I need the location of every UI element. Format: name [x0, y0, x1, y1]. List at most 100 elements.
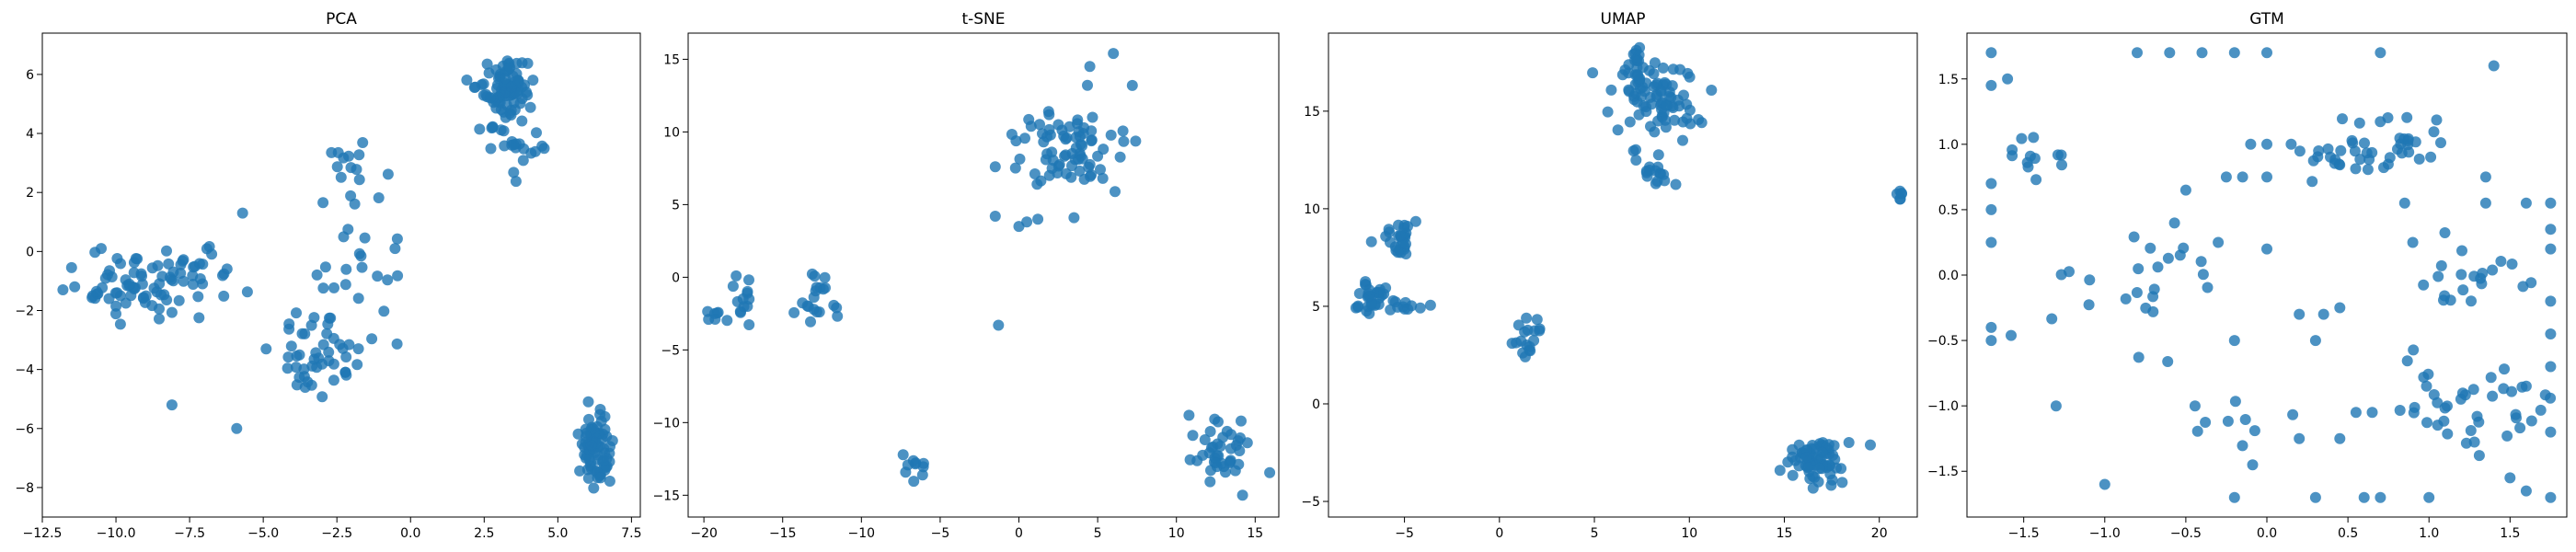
scatter-point [110, 308, 121, 320]
scatter-point [2084, 274, 2096, 286]
scatter-point [2261, 47, 2272, 59]
scatter-point [260, 343, 272, 355]
chart-title: t-SNE [961, 10, 1005, 29]
scatter-point [2120, 293, 2132, 305]
scatter-point [2317, 308, 2329, 320]
scatter-point [166, 306, 178, 318]
x-tick-label: 2.5 [474, 526, 494, 541]
scatter-point [326, 146, 338, 158]
scatter-point [154, 313, 165, 325]
scatter-point [2477, 268, 2489, 279]
scatter-point [2545, 426, 2557, 438]
y-tick-label: 0.5 [1938, 203, 1959, 218]
scatter-point [2247, 459, 2259, 471]
scatter-point [1602, 106, 1614, 118]
scatter-point [373, 192, 385, 203]
y-tick-label: −8 [15, 481, 34, 496]
scatter-point [743, 319, 755, 330]
scatter-point [2517, 281, 2529, 293]
scatter-point [2334, 302, 2346, 314]
y-tick-label: 0.0 [1938, 269, 1959, 283]
scatter-point [1350, 302, 1362, 314]
scatter-point [2421, 380, 2432, 392]
scatter-point [1365, 297, 1377, 309]
x-tick-label: −1.0 [2089, 526, 2121, 541]
scatter-point [382, 168, 394, 180]
scatter-point [1204, 476, 1216, 488]
scatter-point [1895, 188, 1907, 199]
scatter-point [1065, 171, 1077, 183]
scatter-point [1630, 155, 1642, 166]
scatter-point [1126, 79, 1138, 91]
scatter-point [897, 449, 909, 461]
scatter-point [2162, 356, 2174, 367]
scatter-point [114, 318, 126, 330]
scatter-point [2435, 137, 2446, 149]
scatter-point [1652, 149, 1664, 161]
scatter-point [721, 315, 733, 327]
scatter-point [1836, 477, 1848, 489]
scatter-point [65, 261, 77, 273]
scatter-point [508, 167, 520, 178]
scatter-point [1210, 457, 1222, 469]
scatter-point [1118, 135, 1130, 147]
scatter-point [2432, 270, 2444, 282]
scatter-point [338, 231, 350, 243]
scatter-point [2174, 249, 2186, 261]
scatter-point [585, 439, 597, 451]
scatter-point [353, 149, 365, 161]
scatter-point [2479, 197, 2491, 209]
scatter-point [110, 300, 122, 312]
scatter-point [293, 349, 305, 361]
x-tick-label: −0.5 [2170, 526, 2202, 541]
scatter-point [2099, 478, 2110, 490]
scatter-point [2179, 184, 2191, 196]
scatter-point [351, 359, 363, 371]
scatter-series [57, 55, 618, 494]
subplot-umap: UMAP −5 0 5 10 15 20 −5 0 5 10 15 [1301, 10, 1918, 541]
scatter-point [469, 81, 481, 93]
scatter-point [2196, 47, 2208, 59]
scatter-point [1229, 465, 1241, 477]
scatter-point [2228, 47, 2240, 59]
scatter-point [1059, 150, 1071, 162]
scatter-point [1985, 335, 1997, 347]
scatter-point [2309, 491, 2321, 503]
scatter-point [2002, 73, 2014, 85]
scatter-point [2213, 236, 2225, 248]
scatter-point [2435, 259, 2447, 271]
scatter-point [1082, 79, 1093, 91]
scatter-point [1365, 236, 1377, 247]
scatter-point [709, 314, 721, 325]
x-tick-label: 15 [1247, 526, 1263, 541]
scatter-point [382, 274, 394, 286]
scatter-point [352, 343, 364, 355]
chart-title: PCA [326, 10, 357, 29]
scatter-point [2195, 256, 2207, 268]
scatter-point [241, 286, 253, 298]
x-tick-label: −15 [769, 526, 797, 541]
scatter-point [522, 57, 534, 69]
scatter-point [1787, 443, 1799, 455]
x-tick-label: −5.0 [247, 526, 279, 541]
scatter-series [1985, 47, 2557, 503]
scatter-point [1669, 114, 1681, 126]
scatter-point [161, 245, 172, 257]
scatter-point [2055, 149, 2067, 161]
scatter-point [355, 250, 367, 262]
scatter-point [389, 243, 401, 255]
scatter-point [1649, 57, 1661, 69]
scatter-point [1424, 299, 1436, 311]
scatter-point [372, 270, 384, 282]
scatter-point [2237, 440, 2248, 452]
scatter-point [1183, 409, 1195, 421]
scatter-point [1078, 121, 1090, 133]
subplot-gtm: GTM −1.5 −1.0 −0.5 0.0 0.5 1.0 1.5 −1.5 −1.0 −0.5 0… [1927, 10, 2568, 541]
scatter-point [510, 176, 522, 188]
scatter-point [474, 123, 486, 135]
y-tick-label: −5 [661, 343, 680, 358]
scatter-point [2248, 425, 2260, 437]
scatter-point [2006, 329, 2017, 341]
scatter-point [1774, 465, 1786, 477]
scatter-point [2545, 197, 2557, 209]
